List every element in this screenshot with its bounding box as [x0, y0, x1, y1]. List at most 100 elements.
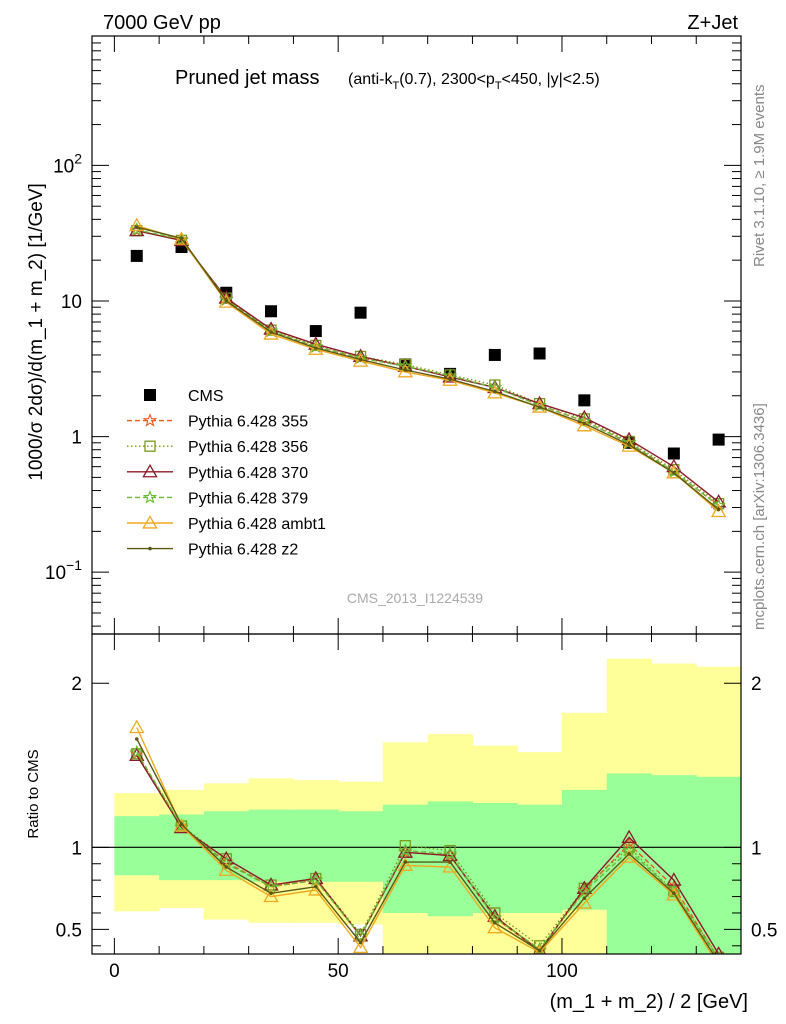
band-bin: [114, 816, 160, 876]
legend-item: Pythia 6.428 379: [127, 489, 308, 507]
ratio-point: [224, 865, 229, 869]
ratio-point: [627, 852, 631, 856]
legend-label: CMS: [188, 388, 224, 405]
ratio-point: [269, 891, 273, 896]
subtitle-part-b: (0.7), 2300<p: [399, 71, 495, 88]
data-point: [313, 346, 318, 350]
subtitle-sub-a: T: [392, 80, 399, 92]
legend-label: Pythia 6.428 355: [188, 414, 308, 431]
chart-title: Pruned jet mass: [175, 67, 320, 89]
legend-item: Pythia 6.428 356: [127, 439, 308, 456]
data-point: [666, 464, 682, 479]
ratio-point: [621, 829, 637, 844]
legend-marker: [148, 546, 152, 551]
ratio-point: [577, 883, 592, 898]
legend-label: Pythia 6.428 ambt1: [188, 516, 326, 533]
legend-marker: [142, 463, 158, 478]
legend-marker: [142, 489, 158, 504]
data-point: [710, 493, 727, 508]
y-tick-label-top: 10: [61, 292, 82, 313]
data-point: [582, 421, 587, 426]
bottom-frame: [91, 633, 742, 955]
ratio-point: [129, 744, 144, 759]
data-point: [129, 217, 145, 232]
band-bin: [517, 804, 563, 913]
data-point: [533, 347, 546, 360]
ratio-point: [174, 818, 189, 833]
series-line: [136, 230, 720, 505]
y-tick-label-ratio: 1: [71, 838, 82, 859]
y-tick-label-ratio-right: 2: [751, 674, 762, 695]
ratio-point: [313, 884, 318, 889]
data-point: [493, 389, 497, 394]
data-point: [173, 231, 190, 245]
data-point: [309, 325, 322, 338]
data-point: [710, 503, 727, 518]
data-point: [265, 305, 278, 318]
y-axis-label-top: 1000/σ 2dσ)/d(m_1 + m_2) [1/GeV]: [26, 183, 47, 481]
header-process: Z+Jet: [687, 12, 738, 34]
x-tick-label: 50: [328, 961, 349, 982]
series-pythia-6-428-z2: [134, 225, 721, 512]
legend-item: Pythia 6.428 ambt1: [127, 515, 326, 533]
legend-item: Pythia 6.428 370: [127, 463, 308, 482]
ratio-point: [582, 896, 587, 901]
main-panel: Pruned jet mass (anti-kT(0.7), 2300<pT<4…: [26, 35, 742, 635]
ratio-point: [493, 921, 497, 925]
ratio-point: [352, 939, 369, 954]
band-bin: [606, 773, 652, 954]
legend-label: Pythia 6.428 370: [188, 465, 308, 482]
ratio-point: [487, 919, 503, 934]
data-point: [448, 377, 452, 381]
ratio-series-pythia-6-428-z2: [134, 737, 715, 954]
subtitle-part-a: (anti-k: [348, 71, 393, 88]
data-point: [130, 249, 143, 262]
ratio-point: [263, 888, 279, 903]
data-point: [712, 433, 725, 446]
y-tick-label-ratio: 0.5: [56, 920, 82, 941]
series-line: [136, 226, 720, 511]
ratio-line: [136, 751, 717, 954]
legend-marker: [142, 515, 158, 529]
ratio-series-pythia-6-428-ambt1: [129, 719, 713, 954]
data-point: [627, 442, 631, 447]
series-line: [136, 229, 720, 507]
data-point: [218, 294, 234, 308]
data-point: [488, 348, 501, 361]
ratio-point: [448, 860, 452, 864]
data-point: [537, 405, 542, 409]
legend-item: Pythia 6.428 z2: [127, 542, 298, 559]
legend-marker: [144, 440, 156, 452]
ratio-point: [537, 948, 542, 953]
ratio-point: [442, 846, 458, 861]
series-pythia-6-428-ambt1: [129, 217, 727, 518]
series-line: [136, 230, 720, 503]
data-point: [716, 507, 721, 512]
data-point: [354, 306, 367, 319]
ratio-panel: 0.5 0.5 1 1 2 2 0 50 100 Ratio to CMS (m_1 + m_2…: [25, 633, 777, 1013]
ratio-point: [534, 944, 546, 954]
ratio-line: [136, 738, 715, 954]
ratio-point: [403, 860, 408, 864]
legend-item: Pythia 6.428 355: [127, 413, 308, 431]
band-bin: [696, 776, 741, 954]
data-point: [578, 394, 591, 407]
ratio-point: [576, 880, 593, 894]
legend-marker: [144, 389, 156, 401]
y-tick-label-ratio: 2: [71, 674, 82, 695]
ratio-point: [308, 882, 324, 896]
legend-marker: [142, 413, 158, 427]
legend-label: Pythia 6.428 z2: [188, 542, 298, 559]
y-tick-label-ratio-right: 0.5: [751, 920, 777, 941]
ratio-point: [714, 946, 724, 954]
legend-label: Pythia 6.428 379: [188, 490, 308, 507]
legend-label: Pythia 6.428 356: [188, 439, 308, 456]
data-point: [224, 299, 229, 303]
data-point: [134, 225, 139, 230]
data-point: [179, 236, 184, 241]
legend: CMS Pythia 6.428 355 Pythia 6.428 356 Pythi…: [127, 388, 326, 559]
data-point: [621, 438, 637, 452]
ratio-line: [136, 727, 713, 954]
legend-item: CMS: [144, 388, 224, 405]
ratio-point: [173, 818, 190, 832]
